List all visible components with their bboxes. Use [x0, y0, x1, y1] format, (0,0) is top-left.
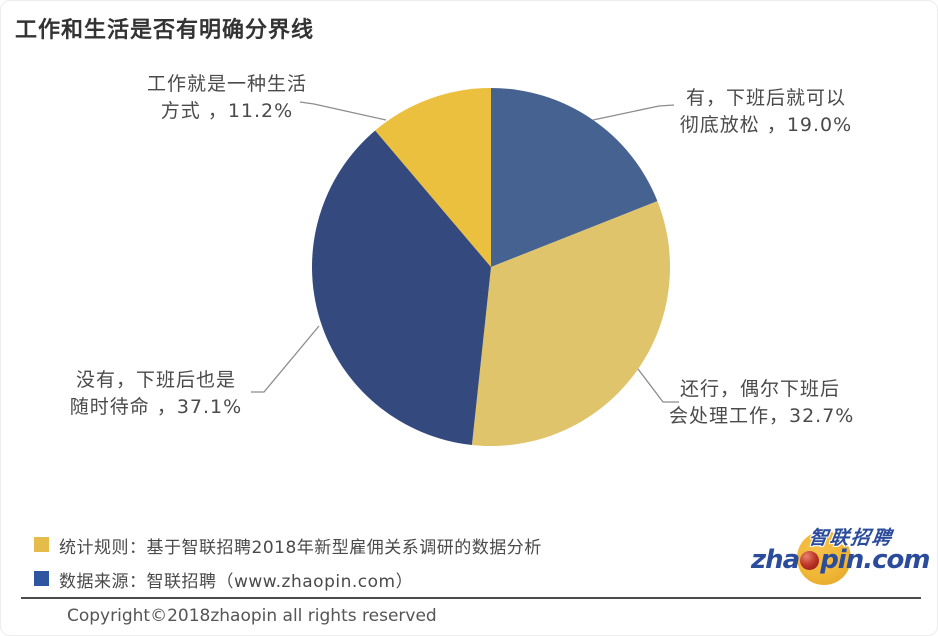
pie-slice-0	[491, 88, 658, 267]
source-note-row-rules: 统计规则：基于智联招聘2018年新型雇佣关系调研的数据分析	[34, 533, 542, 558]
leader-line-ok	[637, 368, 679, 403]
callout-yes-line1: 有，下班后就可以	[685, 87, 846, 109]
logo-cjk-name: 智联招聘	[807, 527, 895, 549]
logo-wordmark-pre: zha	[751, 545, 800, 575]
legend-swatch-blue-icon	[34, 571, 49, 586]
source-note-rules-text: 统计规则：基于智联招聘2018年新型雇佣关系调研的数据分析	[59, 538, 542, 558]
logo-wordmark-post: pin.com	[820, 545, 930, 575]
callout-ok-line2: 会处理工作，32.7%	[669, 405, 855, 427]
leader-line-yes	[592, 104, 675, 121]
pie-slice-3	[375, 88, 491, 267]
source-note-row-source: 数据来源：智联招聘（www.zhaopin.com）	[34, 567, 542, 592]
legend-swatch-gold-icon	[34, 537, 49, 552]
pie-slice-2	[312, 130, 491, 445]
zhaopin-logo: 智联招聘 zha pin.com	[751, 515, 930, 593]
callout-yes-line2: 彻底放松 ，19.0%	[679, 114, 853, 136]
callout-ok: 还行，偶尔下班后 会处理工作，32.7%	[669, 376, 855, 430]
leader-lines	[251, 101, 679, 403]
callout-lifestyle-line2: 方式 ，11.2%	[160, 100, 294, 122]
callout-no-line1: 没有，下班后也是	[75, 369, 236, 391]
pie-slices	[312, 88, 670, 446]
callout-yes: 有，下班后就可以 彻底放松 ，19.0%	[679, 85, 853, 139]
logo-wordmark: zha pin.com	[751, 545, 930, 575]
callout-no-line2: 随时待命 ，37.1%	[69, 396, 243, 418]
callout-lifestyle-line1: 工作就是一种生活	[146, 73, 307, 95]
callout-ok-line1: 还行，偶尔下班后	[679, 378, 840, 400]
callout-lifestyle: 工作就是一种生活 方式 ，11.2%	[137, 71, 317, 125]
leader-line-no	[251, 325, 320, 393]
logo-red-dot-icon	[800, 551, 820, 570]
source-note-source-text: 数据来源：智联招聘（www.zhaopin.com）	[59, 572, 414, 592]
callout-no: 没有，下班后也是 随时待命 ，37.1%	[64, 367, 248, 421]
copyright-text: Copyright©2018zhaopin all rights reserve…	[67, 606, 437, 626]
chart-title: 工作和生活是否有明确分界线	[15, 18, 315, 43]
source-notes: 统计规则：基于智联招聘2018年新型雇佣关系调研的数据分析 数据来源：智联招聘（…	[34, 533, 542, 601]
leader-line-lifestyle	[299, 101, 387, 121]
footer-divider	[21, 597, 921, 599]
pie-slice-1	[471, 201, 670, 446]
